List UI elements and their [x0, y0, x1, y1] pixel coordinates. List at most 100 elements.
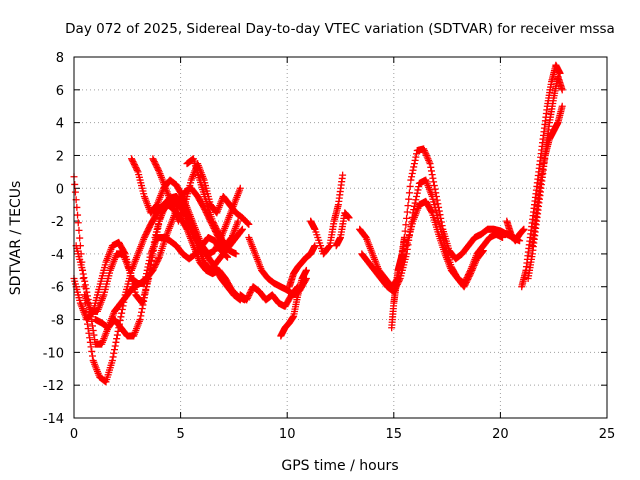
- data-point: [71, 188, 79, 196]
- data-point: [558, 86, 566, 94]
- data-point: [413, 150, 421, 158]
- data-point: [143, 279, 151, 287]
- data-point: [73, 203, 81, 211]
- y-tick-label: -2: [51, 215, 64, 230]
- data-point: [85, 329, 93, 337]
- x-tick-label: 0: [70, 427, 78, 442]
- data-point: [499, 234, 507, 241]
- data-point: [413, 192, 421, 200]
- data-point: [421, 148, 429, 156]
- data-point: [234, 217, 242, 225]
- data-point: [152, 232, 160, 240]
- ticks: 0 5 10 15 20 25 -14 -12 -10 -8 -6 -4 -2 0 2 4 6 8: [43, 51, 616, 442]
- data-point: [409, 166, 417, 174]
- data-point: [244, 220, 252, 228]
- series-prn-t: [524, 73, 566, 283]
- y-tick-label: -4: [51, 248, 64, 263]
- data-point: [154, 224, 162, 232]
- data-point: [144, 275, 152, 283]
- data-point: [404, 202, 412, 210]
- data-point: [425, 158, 433, 166]
- data-point: [466, 271, 474, 279]
- data-point: [224, 253, 232, 261]
- data-point: [82, 285, 90, 293]
- data-point: [407, 176, 415, 184]
- data-point: [152, 235, 160, 243]
- data-point: [410, 160, 418, 168]
- data-point: [86, 334, 94, 342]
- data-point: [147, 261, 155, 269]
- data-point: [153, 228, 161, 236]
- data-point: [88, 322, 96, 330]
- data-point: [470, 261, 478, 269]
- data-point: [84, 325, 92, 333]
- data-point: [415, 183, 423, 191]
- data-points: [70, 61, 566, 386]
- data-point: [90, 331, 98, 339]
- y-tick-label: -14: [43, 412, 64, 427]
- data-point: [88, 352, 96, 360]
- x-tick-label: 20: [492, 427, 509, 442]
- data-point: [434, 200, 442, 208]
- x-tick-label: 15: [386, 427, 403, 442]
- data-point: [155, 221, 163, 229]
- series-prn-s: [518, 61, 564, 291]
- data-point: [232, 250, 240, 258]
- data-point: [79, 266, 87, 274]
- data-point: [155, 255, 163, 263]
- data-point: [469, 263, 477, 271]
- data-point: [147, 257, 155, 265]
- data-point: [141, 290, 149, 298]
- y-tick-label: 2: [56, 149, 64, 164]
- data-point: [408, 170, 416, 178]
- data-point: [467, 270, 475, 278]
- data-point: [148, 254, 156, 262]
- data-point: [302, 266, 310, 274]
- data-point: [109, 353, 117, 361]
- data-point: [136, 316, 144, 324]
- y-tick-label: -10: [43, 346, 64, 361]
- data-point: [430, 178, 438, 186]
- data-point: [472, 258, 480, 266]
- data-point: [433, 196, 441, 204]
- data-point: [117, 313, 125, 321]
- data-point: [428, 171, 436, 179]
- data-point: [142, 286, 150, 294]
- series-prn-k: [277, 266, 310, 340]
- data-point: [138, 308, 146, 316]
- series-prn-q: [388, 234, 408, 332]
- data-point: [411, 199, 419, 207]
- data-point: [236, 184, 244, 192]
- data-point: [155, 166, 163, 174]
- data-point: [108, 357, 116, 365]
- data-point: [412, 153, 420, 161]
- data-point: [405, 189, 413, 197]
- data-point: [81, 281, 89, 289]
- data-point: [151, 239, 159, 247]
- data-point: [413, 189, 421, 197]
- data-point: [111, 342, 119, 350]
- y-tick-label: -6: [51, 281, 64, 296]
- data-point: [558, 102, 566, 110]
- data-point: [75, 226, 83, 234]
- data-point: [410, 163, 418, 171]
- data-point: [406, 182, 414, 190]
- data-point: [429, 174, 437, 182]
- data-point: [76, 234, 84, 242]
- data-point: [146, 264, 154, 272]
- data-point: [471, 260, 479, 268]
- series-prn-i: [245, 234, 310, 299]
- data-point: [110, 349, 118, 357]
- data-point: [150, 243, 158, 251]
- series-prn-h: [183, 155, 242, 250]
- data-point: [245, 220, 253, 228]
- plot-frame: [73, 56, 608, 419]
- data-point: [520, 225, 528, 233]
- data-point: [423, 153, 431, 161]
- data-point: [479, 247, 487, 255]
- data-point: [238, 226, 246, 234]
- data-point: [79, 270, 87, 278]
- data-point: [178, 191, 186, 199]
- data-point: [112, 338, 120, 346]
- data-point: [133, 166, 141, 174]
